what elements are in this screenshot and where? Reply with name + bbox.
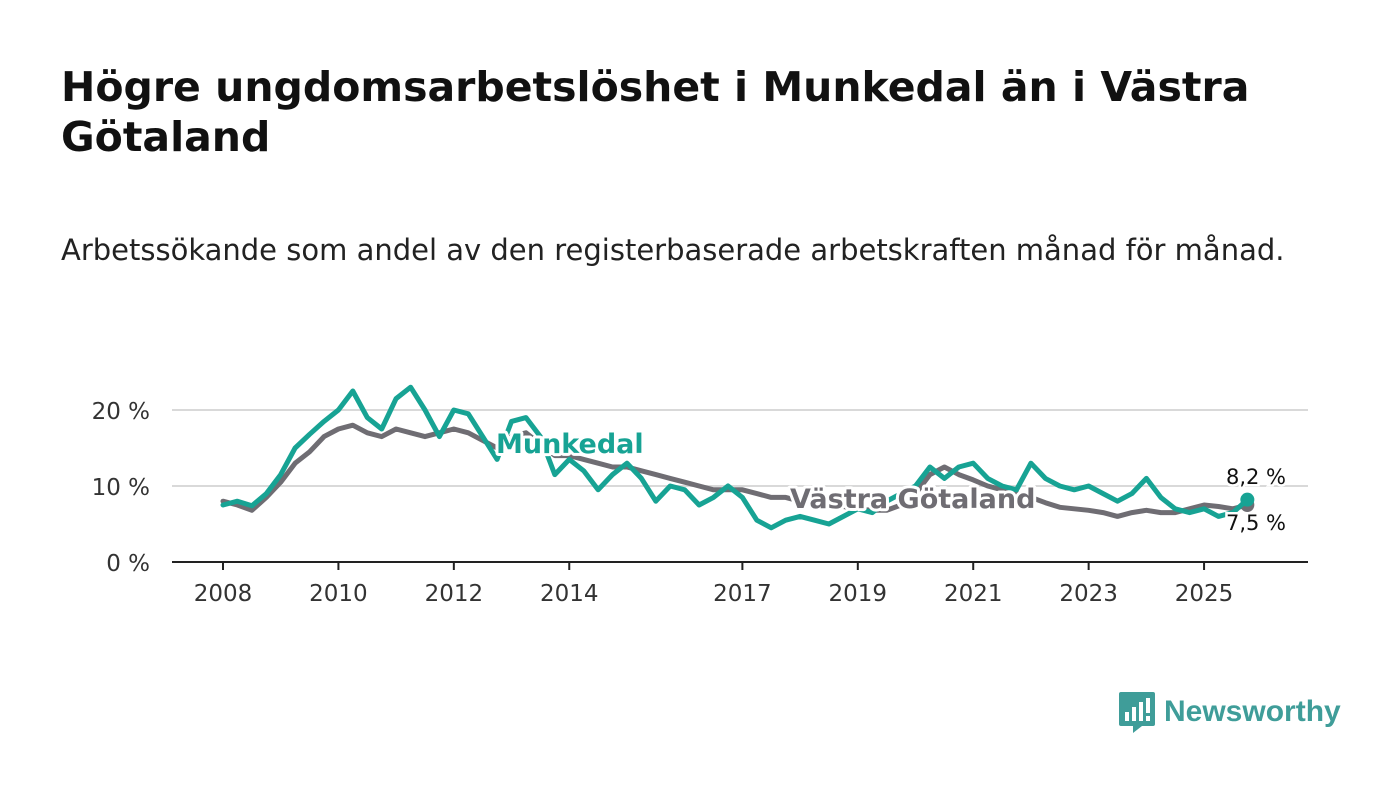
axis-ticks: 0 % 10 % 20 % 2008 2010 2012 2014 2017 2019 2021 2…	[92, 399, 1234, 607]
x-tick-label: 2010	[309, 581, 368, 607]
series-label-munkedal: Munkedal	[496, 429, 644, 460]
x-tick-label: 2023	[1059, 581, 1118, 607]
x-tick-label: 2021	[944, 581, 1003, 607]
x-tick-label: 2014	[540, 581, 599, 607]
series-labels: Munkedal Västra Götaland 8,2 % 7,5 %	[493, 426, 1289, 538]
y-tick-label: 10 %	[92, 475, 150, 501]
series-line-munkedal	[220, 384, 1250, 531]
series-lines	[220, 384, 1255, 531]
series-line-vastra-gotaland	[220, 422, 1250, 519]
x-tick-label: 2017	[713, 581, 772, 607]
end-value-label-vastra-gotaland: 7,5 %	[1226, 511, 1286, 535]
newsworthy-brand: Newsworthy	[1118, 690, 1341, 734]
x-tick-label: 2012	[425, 581, 484, 607]
series-end-point-munkedal	[1240, 492, 1255, 507]
x-tick-label: 2008	[194, 581, 253, 607]
y-tick-label: 0 %	[106, 551, 150, 577]
chart-title: Högre ungdomsarbetslöshet i Munkedal än …	[61, 63, 1250, 161]
newsworthy-logo-icon	[1119, 692, 1155, 733]
series-label-vastra-gotaland: Västra Götaland	[790, 484, 1035, 515]
y-tick-label: 20 %	[92, 399, 150, 425]
end-value-label-munkedal: 8,2 %	[1226, 465, 1286, 489]
chart-subtitle: Arbetssökande som andel av den registerb…	[61, 233, 1285, 267]
x-tick-label: 2019	[829, 581, 888, 607]
x-tick-label: 2025	[1175, 581, 1234, 607]
brand-name: Newsworthy	[1164, 695, 1341, 728]
